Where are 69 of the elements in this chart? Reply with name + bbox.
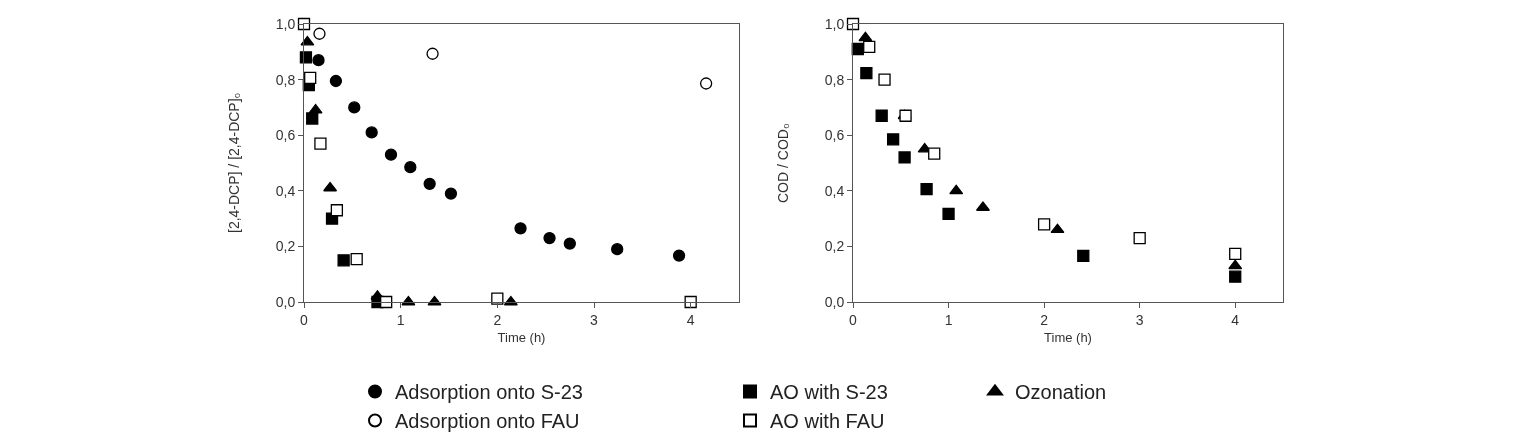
point <box>348 101 361 114</box>
point <box>1229 247 1242 261</box>
x-tick-label: 4 <box>1231 311 1240 328</box>
point <box>304 71 317 85</box>
point <box>942 207 955 221</box>
point <box>306 112 319 125</box>
x-axis-title: Time (h) <box>497 330 546 346</box>
y-tick-label: 0,6 <box>824 127 845 144</box>
x-tick-label: 1 <box>396 311 405 328</box>
point <box>949 184 964 195</box>
legend-label: AO with S-23 <box>770 381 888 404</box>
point <box>314 137 327 150</box>
point <box>1229 270 1242 283</box>
point <box>860 67 873 80</box>
point <box>444 187 458 200</box>
point <box>898 151 911 164</box>
y-tick-label: 0,4 <box>275 182 296 199</box>
point <box>858 31 873 42</box>
y-tick-label: 0,6 <box>275 127 296 144</box>
point <box>920 182 933 196</box>
point <box>875 109 888 122</box>
legend-label: Ozonation <box>1015 381 1107 404</box>
point <box>878 73 891 86</box>
point <box>350 253 363 266</box>
legend-label: Adsorption onto FAU <box>395 410 580 433</box>
x-tick-label: 2 <box>493 311 502 328</box>
x-tick-label: 3 <box>590 311 599 328</box>
point <box>514 222 527 235</box>
x-tick-label: 3 <box>1135 311 1144 328</box>
point <box>1133 231 1146 245</box>
point <box>928 147 941 160</box>
y-tick-label: 0,8 <box>275 71 296 88</box>
point <box>423 177 436 190</box>
point <box>1077 249 1090 262</box>
y-tick-label: 1,0 <box>824 15 845 32</box>
point <box>404 161 417 174</box>
point <box>563 237 576 250</box>
x-tick-label: 4 <box>686 311 695 328</box>
y-axis-title: [2,4-DCP] / [2,4-DCP]₀ <box>226 92 242 233</box>
point <box>384 148 398 161</box>
point <box>611 243 624 256</box>
y-tick-label: 0,2 <box>275 238 296 255</box>
y-tick-label: 0,0 <box>824 293 845 310</box>
y-tick-label: 1,0 <box>275 15 296 32</box>
point <box>337 254 350 267</box>
legend-label: Adsorption onto S-23 <box>395 381 583 404</box>
point <box>886 133 900 146</box>
x-tick-label: 0 <box>300 311 309 328</box>
point <box>1228 259 1243 270</box>
y-axis-title: COD / COD₀ <box>775 123 791 203</box>
point <box>329 74 343 88</box>
point <box>1050 223 1065 234</box>
y-tick-label: 0,4 <box>824 182 845 199</box>
x-axis-title: Time (h) <box>1044 330 1092 346</box>
point <box>1037 218 1051 231</box>
y-tick-label: 0,0 <box>275 293 296 310</box>
y-tick-label: 0,8 <box>824 71 845 88</box>
point <box>330 204 344 217</box>
point <box>312 53 325 67</box>
point <box>365 126 378 139</box>
point <box>672 249 686 262</box>
x-tick-label: 0 <box>849 311 858 328</box>
x-tick-label: 1 <box>944 311 953 328</box>
point <box>323 181 338 192</box>
legend-label: AO with FAU <box>770 410 885 433</box>
x-tick-label: 2 <box>1040 311 1049 328</box>
point <box>543 231 556 245</box>
point <box>299 51 313 64</box>
y-tick-label: 0,2 <box>824 238 845 255</box>
